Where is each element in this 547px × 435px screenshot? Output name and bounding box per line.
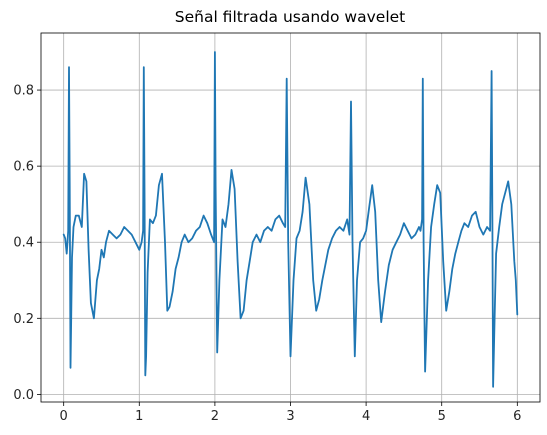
y-tick-label: 0.8 — [13, 84, 34, 99]
y-tick-label: 0.0 — [13, 388, 34, 403]
x-tick-label: 0 — [60, 409, 68, 424]
y-tick-label: 0.6 — [13, 160, 34, 175]
series-layer — [62, 51, 519, 388]
chart-title: Señal filtrada usando wavelet — [175, 8, 406, 26]
series-line — [62, 51, 519, 388]
y-axis: 0.0 0.2 0.4 0.6 0.8 — [13, 84, 41, 403]
x-tick-label: 3 — [286, 409, 294, 424]
y-tick-label: 0.2 — [13, 312, 34, 327]
x-tick-label: 1 — [135, 409, 143, 424]
x-tick-label: 5 — [438, 409, 446, 424]
x-tick-label: 2 — [211, 409, 219, 424]
x-tick-label: 6 — [513, 409, 521, 424]
y-tick-label: 0.4 — [13, 236, 34, 251]
x-axis: 0 1 2 3 4 5 6 — [60, 402, 521, 424]
x-tick-label: 4 — [362, 409, 370, 424]
